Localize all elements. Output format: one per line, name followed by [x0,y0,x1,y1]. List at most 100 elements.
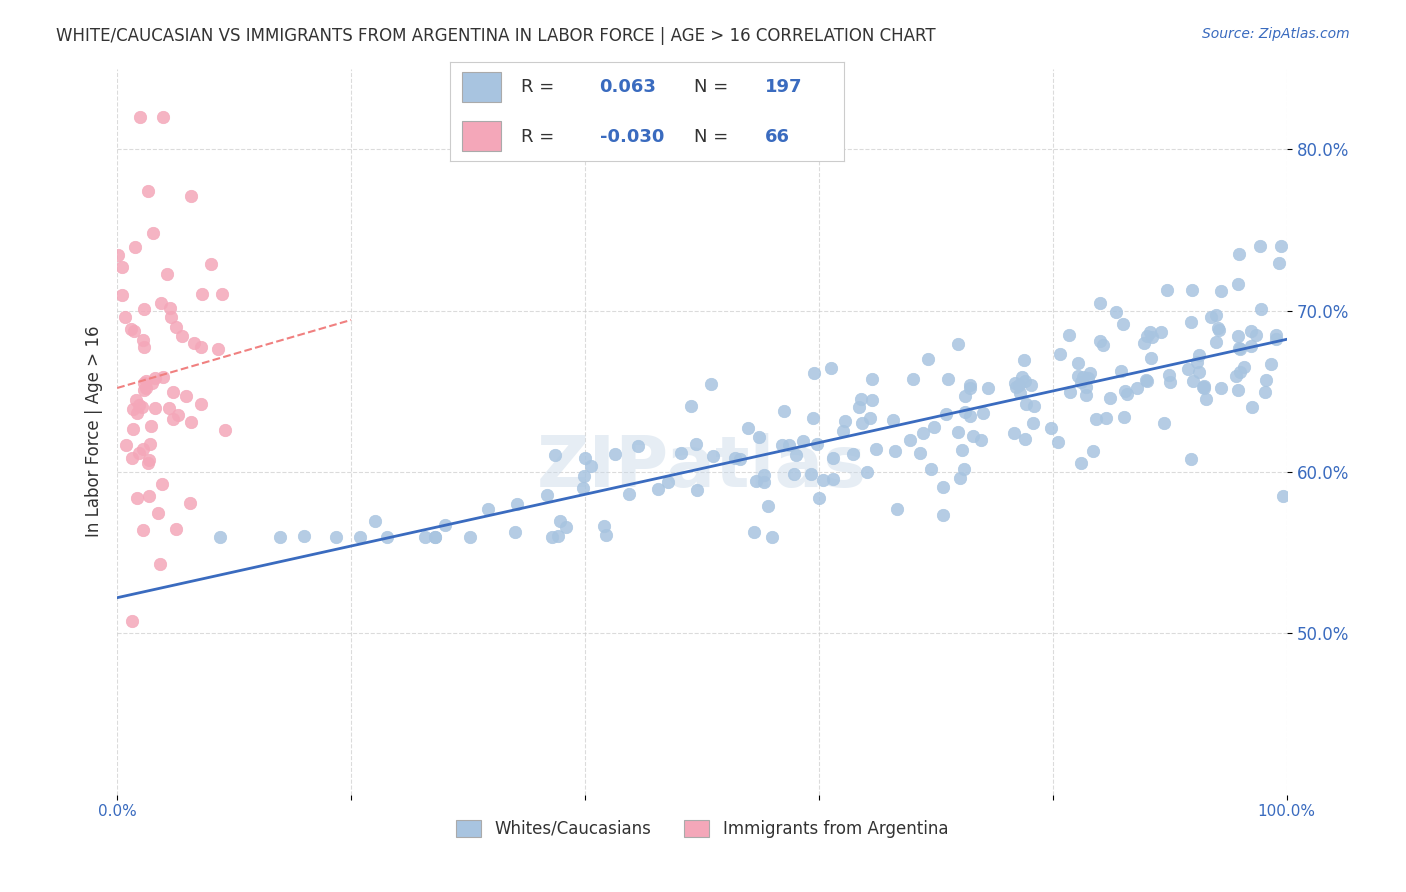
Point [669,446,692,460]
Point [132,376,155,390]
Point [1114,384,1136,398]
Point [792,434,814,448]
Point [761,529,783,543]
Point [115,438,138,452]
Point [1095,411,1118,425]
Point [1264,332,1286,346]
Point [860,393,883,408]
Point [1156,283,1178,297]
Point [1181,283,1204,297]
Point [1227,328,1250,343]
Point [1233,360,1256,375]
Point [962,429,984,443]
Point [423,529,446,543]
Point [132,340,155,354]
Point [728,452,751,467]
Point [135,381,157,395]
Point [1004,376,1026,391]
Point [783,467,806,481]
Point [1014,432,1036,446]
Point [1206,321,1229,335]
Point [1099,392,1122,406]
Point [1157,368,1180,382]
Point [111,260,134,274]
Point [935,407,957,421]
Point [1115,386,1137,401]
Point [1270,239,1292,253]
Point [148,506,170,520]
Point [953,405,976,419]
Point [950,443,973,458]
FancyBboxPatch shape [461,121,501,151]
Point [1005,379,1028,393]
Point [657,475,679,489]
Point [922,420,945,434]
Point [131,401,153,415]
Point [107,248,129,262]
Point [1002,426,1025,441]
Point [1088,334,1111,348]
Point [752,475,775,489]
Point [135,374,157,388]
Point [1077,371,1099,385]
Point [811,473,834,487]
Point [1040,420,1063,434]
Point [375,529,398,543]
Point [1188,365,1211,379]
Point [292,529,315,543]
Point [1067,368,1090,383]
Point [972,406,994,420]
Point [547,529,569,543]
Point [737,421,759,435]
Point [886,502,908,516]
Point [1208,322,1230,336]
Point [555,520,578,534]
Point [910,446,932,460]
Legend: Whites/Caucasians, Immigrants from Argentina: Whites/Caucasians, Immigrants from Argen… [449,813,955,845]
Point [128,398,150,412]
Point [143,370,166,384]
Point [143,401,166,415]
Point [572,481,595,495]
Point [214,423,236,437]
Point [851,392,873,407]
Point [856,465,879,479]
Point [1227,341,1250,355]
Point [179,496,201,510]
Point [595,528,617,542]
Point [617,487,640,501]
Point [1209,381,1232,395]
Point [132,442,155,456]
Text: N =: N = [695,78,728,96]
Point [748,429,770,443]
Point [1142,330,1164,344]
Point [165,522,187,536]
Point [1076,388,1098,402]
Point [1133,336,1156,351]
Point [138,489,160,503]
Point [1067,356,1090,370]
Text: WHITE/CAUCASIAN VS IMMIGRANTS FROM ARGENTINA IN LABOR FORCE | AGE > 16 CORRELATI: WHITE/CAUCASIAN VS IMMIGRANTS FROM ARGEN… [56,27,936,45]
Point [938,372,960,386]
Point [128,110,150,124]
Point [1111,318,1133,332]
Point [702,449,724,463]
Point [772,404,794,418]
Point [132,301,155,316]
Point [1249,239,1271,253]
Point [125,392,148,407]
Point [801,411,824,425]
Point [832,424,855,438]
Point [1177,362,1199,376]
Point [1083,444,1105,458]
Point [851,416,873,430]
Point [1268,256,1291,270]
Point [920,461,942,475]
Point [1092,338,1115,352]
Point [1008,377,1031,392]
Point [1205,308,1227,322]
Point [190,339,212,353]
Point [1071,369,1094,384]
Point [1187,355,1209,369]
Point [150,295,173,310]
